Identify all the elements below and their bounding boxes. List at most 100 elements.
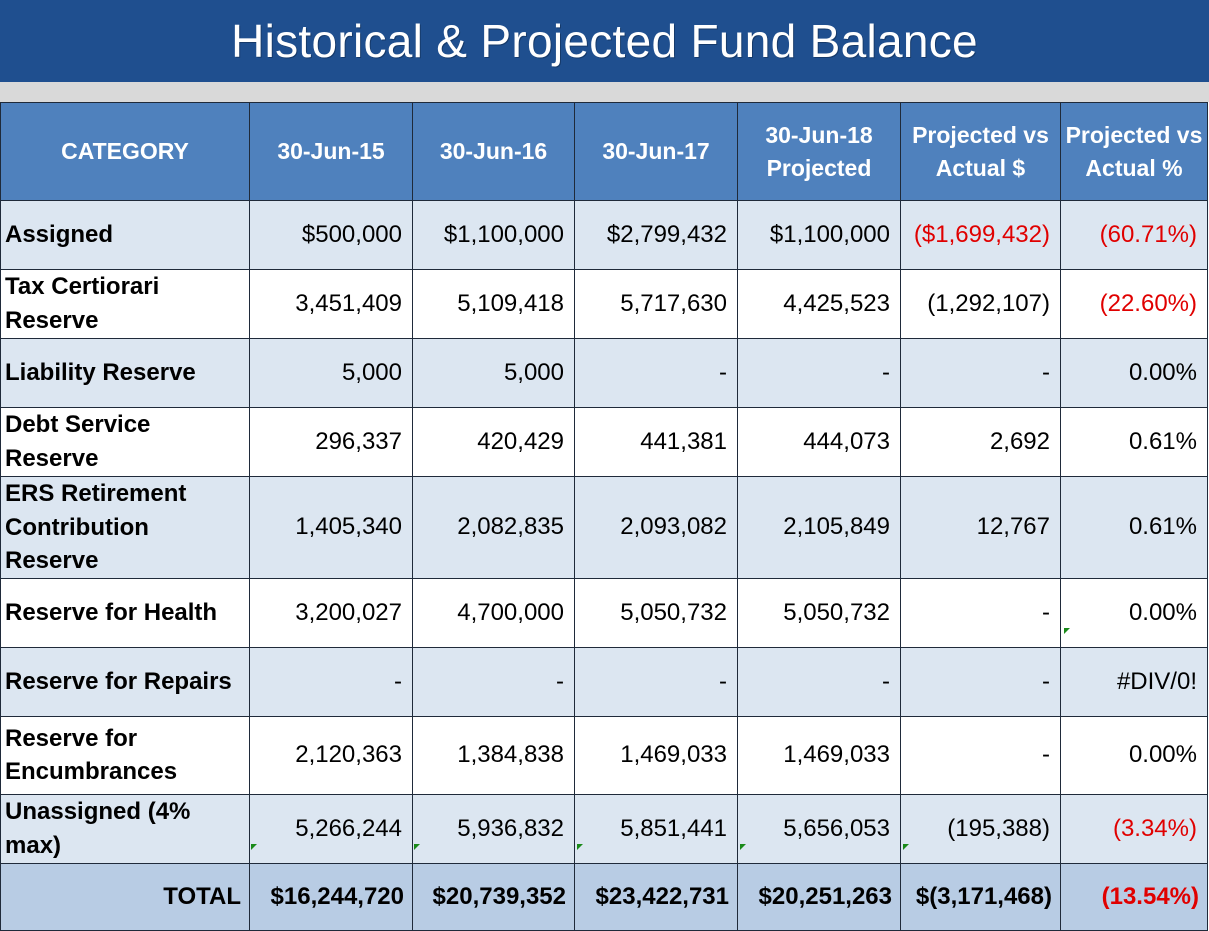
cell-jun-16: 4,700,000 [412, 577, 575, 648]
total-variance-dollars: $(3,171,468) [900, 862, 1061, 931]
cell-jun-18: 444,073 [737, 407, 901, 477]
cell-jun-15: - [249, 646, 413, 717]
cell-variance-dollars: - [900, 577, 1061, 648]
page-title: Historical & Projected Fund Balance [231, 15, 978, 67]
cell-variance-dollars: - [900, 646, 1061, 717]
table-row: Assigned $500,000 $1,100,000 $2,799,432 … [0, 200, 1208, 270]
spacer-band [0, 82, 1209, 102]
header-jun-18-projected: 30-Jun-18 Projected [737, 102, 901, 201]
cell-variance-percent: 0.00% [1060, 715, 1208, 795]
cell-jun-15: 3,200,027 [249, 577, 413, 648]
cell-variance-percent: (22.60%) [1060, 269, 1208, 339]
fund-balance-table: CATEGORY 30-Jun-15 30-Jun-16 30-Jun-17 3… [0, 102, 1208, 931]
cell-jun-17: - [574, 646, 738, 717]
table-row: Unassigned (4% max) 5,266,244 5,936,832 … [0, 793, 1208, 864]
row-category: Liability Reserve [0, 338, 250, 408]
cell-jun-15: 296,337 [249, 407, 413, 477]
cell-jun-17: 2,093,082 [574, 476, 738, 579]
total-row: TOTAL $16,244,720 $20,739,352 $23,422,73… [0, 862, 1208, 931]
row-category: Reserve for Repairs [0, 646, 250, 717]
title-banner: Historical & Projected Fund Balance [0, 0, 1209, 83]
header-category: CATEGORY [0, 102, 250, 201]
header-variance-percent-line2: Actual % [1085, 154, 1183, 181]
cell-variance-dollars: - [900, 338, 1061, 408]
table-row: Debt Service Reserve 296,337 420,429 441… [0, 407, 1208, 477]
cell-jun-17: - [574, 338, 738, 408]
cell-variance-dollars: (1,292,107) [900, 269, 1061, 339]
cell-jun-16: $1,100,000 [412, 200, 575, 270]
total-jun-15: $16,244,720 [249, 862, 413, 931]
cell-jun-16: - [412, 646, 575, 717]
header-variance-dollars: Projected vs Actual $ [900, 102, 1061, 201]
cell-jun-15: 3,451,409 [249, 269, 413, 339]
row-category: Unassigned (4% max) [0, 793, 250, 864]
cell-jun-18: 5,656,053 [737, 793, 901, 864]
cell-jun-15: 5,000 [249, 338, 413, 408]
table-row: Reserve for Health 3,200,027 4,700,000 5… [0, 577, 1208, 648]
header-variance-percent: Projected vs Actual % [1060, 102, 1208, 201]
cell-variance-dollars: - [900, 715, 1061, 795]
cell-variance-percent: 0.00% [1060, 577, 1208, 648]
total-jun-17: $23,422,731 [574, 862, 738, 931]
cell-jun-17: $2,799,432 [574, 200, 738, 270]
cell-jun-18: 5,050,732 [737, 577, 901, 648]
cell-marker-icon [577, 844, 583, 850]
cell-jun-17: 1,469,033 [574, 715, 738, 795]
total-label: TOTAL [0, 862, 250, 931]
cell-jun-16: 5,000 [412, 338, 575, 408]
header-variance-dollars-line1: Projected vs [912, 122, 1049, 149]
header-variance-percent-line1: Projected vs [1065, 122, 1203, 149]
cell-variance-dollars: (195,388) [900, 793, 1061, 864]
cell-marker-icon [903, 844, 909, 850]
cell-variance-percent: (60.71%) [1060, 200, 1208, 270]
total-jun-16: $20,739,352 [412, 862, 575, 931]
cell-jun-17: 5,851,441 [574, 793, 738, 864]
cell-variance-dollars: ($1,699,432) [900, 200, 1061, 270]
table-row: ERS Retirement Contribution Reserve 1,40… [0, 476, 1208, 579]
cell-marker-icon [414, 844, 420, 850]
header-jun-18-line2: Projected [766, 154, 872, 181]
row-category: Reserve for Encumbrances [0, 715, 250, 795]
total-variance-percent: (13.54%) [1060, 862, 1208, 931]
cell-jun-17: 441,381 [574, 407, 738, 477]
cell-jun-18: 1,469,033 [737, 715, 901, 795]
header-jun-15: 30-Jun-15 [249, 102, 413, 201]
table-row: Liability Reserve 5,000 5,000 - - - 0.00… [0, 338, 1208, 408]
total-jun-18: $20,251,263 [737, 862, 901, 931]
cell-variance-dollars: 12,767 [900, 476, 1061, 579]
cell-marker-icon [251, 844, 257, 850]
table-row: Reserve for Encumbrances 2,120,363 1,384… [0, 715, 1208, 795]
header-row: CATEGORY 30-Jun-15 30-Jun-16 30-Jun-17 3… [0, 102, 1208, 201]
row-category: ERS Retirement Contribution Reserve [0, 476, 250, 579]
row-category: Assigned [0, 200, 250, 270]
header-jun-17: 30-Jun-17 [574, 102, 738, 201]
table-row: Tax Certiorari Reserve 3,451,409 5,109,4… [0, 269, 1208, 339]
row-category: Debt Service Reserve [0, 407, 250, 477]
header-jun-16: 30-Jun-16 [412, 102, 575, 201]
cell-jun-16: 5,936,832 [412, 793, 575, 864]
cell-jun-16: 420,429 [412, 407, 575, 477]
row-category: Reserve for Health [0, 577, 250, 648]
cell-jun-17: 5,050,732 [574, 577, 738, 648]
cell-jun-16: 5,109,418 [412, 269, 575, 339]
cell-variance-percent: (3.34%) [1060, 793, 1208, 864]
cell-jun-15: 1,405,340 [249, 476, 413, 579]
cell-variance-percent: 0.61% [1060, 476, 1208, 579]
cell-jun-18: $1,100,000 [737, 200, 901, 270]
row-category: Tax Certiorari Reserve [0, 269, 250, 339]
cell-variance-dollars: 2,692 [900, 407, 1061, 477]
cell-jun-18: 2,105,849 [737, 476, 901, 579]
cell-variance-percent: 0.00% [1060, 338, 1208, 408]
cell-jun-15: 2,120,363 [249, 715, 413, 795]
cell-variance-percent: #DIV/0! [1060, 646, 1208, 717]
cell-marker-icon [740, 844, 746, 850]
header-variance-dollars-line2: Actual $ [935, 154, 1026, 181]
cell-jun-16: 1,384,838 [412, 715, 575, 795]
cell-jun-15: $500,000 [249, 200, 413, 270]
header-jun-18-line1: 30-Jun-18 [765, 122, 873, 149]
cell-jun-18: - [737, 646, 901, 717]
table-row: Reserve for Repairs - - - - - #DIV/0! [0, 646, 1208, 717]
cell-jun-18: 4,425,523 [737, 269, 901, 339]
cell-variance-percent: 0.61% [1060, 407, 1208, 477]
cell-jun-16: 2,082,835 [412, 476, 575, 579]
